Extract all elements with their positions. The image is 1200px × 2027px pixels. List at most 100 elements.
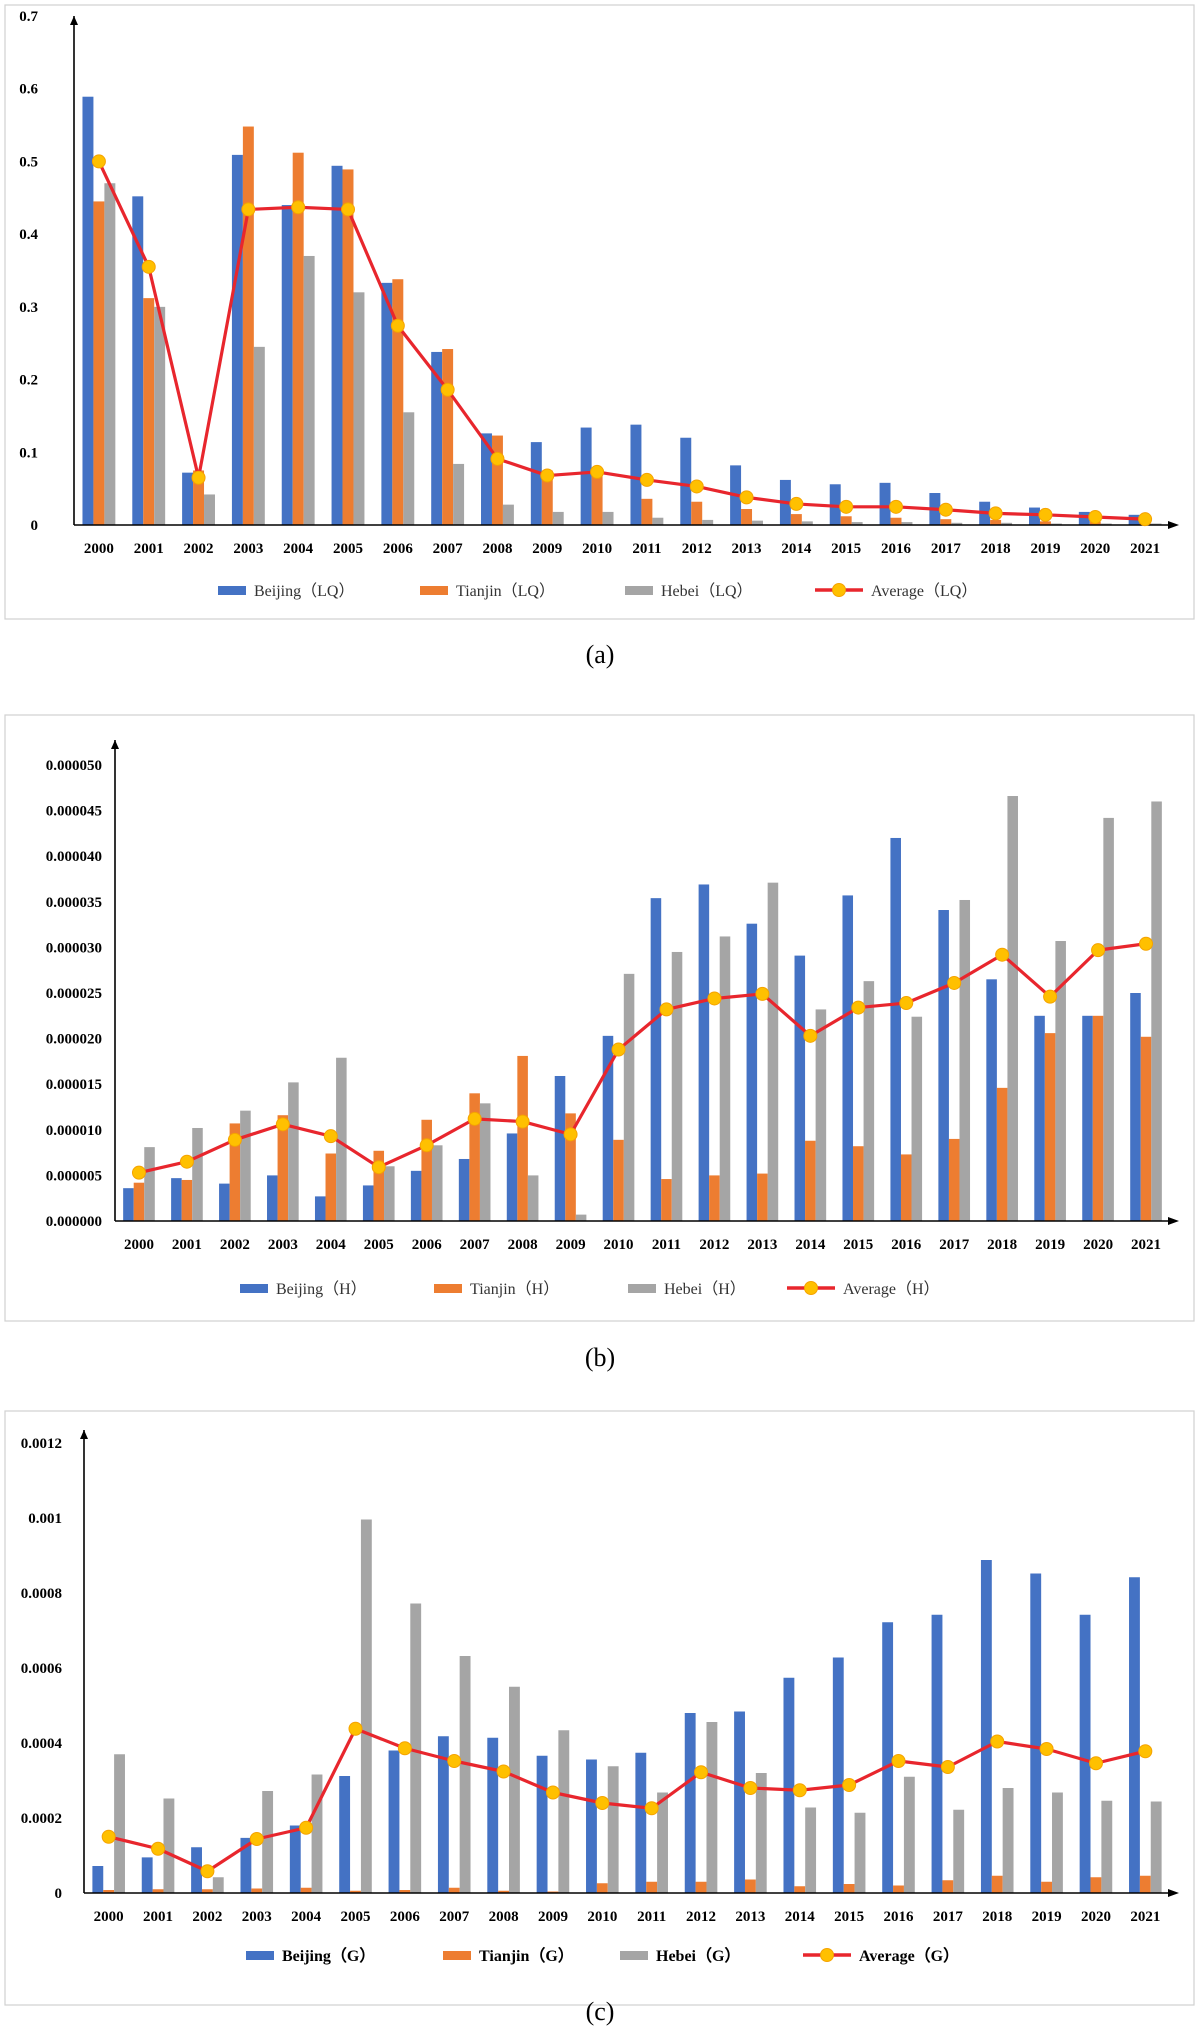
- x-tick-label: 2010: [582, 541, 612, 557]
- bar: [980, 1560, 992, 1893]
- x-axis-tick-labels: 2000 2001 2002 2003 2004 2005 2006 2007 2008 2009…: [94, 1909, 1161, 1925]
- y-tick-label: 0.7: [19, 9, 38, 25]
- y-tick-label: 0.4: [19, 227, 38, 243]
- bar: [1140, 1036, 1152, 1221]
- x-tick-label: 2007: [460, 1237, 491, 1253]
- y-tick-label: 0.0012: [21, 1436, 62, 1452]
- bar: [680, 437, 692, 525]
- bar: [893, 1885, 904, 1893]
- bar: [1030, 1573, 1042, 1893]
- bar: [1052, 1792, 1063, 1893]
- figure-caption: (a): [586, 640, 615, 669]
- x-tick-label: 2013: [735, 1909, 765, 1925]
- bar: [300, 1887, 312, 1893]
- x-axis-tick-labels: 2000 2001 2002 2003 2004 2005 2006 2007 2008 2009…: [124, 1237, 1161, 1253]
- bar: [1130, 993, 1141, 1221]
- x-tick-label: 2020: [1083, 1237, 1113, 1253]
- bar: [755, 1773, 767, 1893]
- x-tick-label: 2019: [1032, 1909, 1062, 1925]
- bar: [709, 1175, 720, 1221]
- bar: [181, 1179, 193, 1221]
- bar: [661, 1179, 672, 1221]
- y-tick-label: 0: [55, 1886, 63, 1902]
- bar: [144, 1147, 155, 1221]
- bar: [953, 1809, 965, 1893]
- bar: [790, 514, 802, 525]
- bar: [698, 884, 710, 1221]
- bar: [602, 1035, 614, 1221]
- bar: [342, 169, 354, 525]
- series-average-line: [131, 936, 1154, 1180]
- x-tick-label: 2020: [1080, 541, 1110, 557]
- x-tick-label: 2004: [283, 541, 314, 557]
- bar: [805, 1140, 816, 1221]
- x-tick-label: 2019: [1030, 541, 1060, 557]
- bar: [384, 1166, 395, 1221]
- average-point: [755, 986, 770, 1001]
- x-tick-label: 2000: [124, 1237, 154, 1253]
- average-point: [101, 1829, 116, 1844]
- legend-swatch: [240, 1284, 268, 1293]
- x-tick-label: 2021: [1131, 1237, 1161, 1253]
- legend-item: Beijing（G）: [246, 1947, 375, 1965]
- bar: [381, 282, 393, 525]
- legend-swatch: [246, 1951, 274, 1960]
- bar: [331, 165, 343, 526]
- bar: [242, 126, 254, 525]
- x-tick-label: 2006: [412, 1237, 443, 1253]
- x-tick-label: 2001: [143, 1909, 173, 1925]
- average-point: [1043, 989, 1058, 1004]
- y-tick-label: 0.000025: [46, 986, 102, 1002]
- bar: [437, 1736, 449, 1893]
- bar: [204, 494, 215, 525]
- bar: [103, 1890, 115, 1893]
- legend-marker: [820, 1948, 834, 1962]
- bar: [262, 1791, 274, 1893]
- average-point: [299, 1820, 314, 1835]
- y-tick-label: 0.001: [28, 1511, 62, 1527]
- bar: [1055, 941, 1066, 1221]
- bar: [498, 1890, 510, 1893]
- average-point: [275, 1117, 290, 1132]
- bar: [152, 1889, 164, 1893]
- bar: [591, 472, 603, 525]
- bar: [602, 511, 614, 525]
- bar: [684, 1713, 696, 1893]
- legend-swatch: [218, 586, 246, 595]
- bar: [104, 183, 116, 526]
- x-tick-label: 2000: [84, 541, 114, 557]
- average-point: [249, 1832, 264, 1846]
- bar: [93, 201, 105, 526]
- average-point: [694, 1765, 709, 1780]
- average-point: [440, 382, 455, 397]
- x-tick-label: 2011: [632, 541, 661, 557]
- y-tick-label: 0.0004: [21, 1736, 63, 1752]
- y-tick-label: 0.000010: [46, 1123, 102, 1139]
- average-point: [743, 1781, 758, 1795]
- y-tick-label: 0.2: [19, 373, 38, 389]
- average-point: [467, 1111, 482, 1126]
- x-tick-label: 2016: [891, 1237, 922, 1253]
- average-point: [179, 1154, 194, 1169]
- legend-marker: [832, 583, 846, 597]
- legend-label: Average（LQ）: [871, 582, 977, 600]
- legend-item: Hebei（H）: [628, 1280, 746, 1298]
- bar: [1139, 1875, 1151, 1893]
- x-tick-label: 2014: [781, 541, 812, 557]
- bar: [193, 470, 205, 525]
- y-tick-label: 0.1: [19, 445, 38, 461]
- bar: [92, 1866, 104, 1893]
- average-point: [490, 451, 505, 466]
- bar: [339, 1776, 351, 1893]
- bar: [448, 1887, 460, 1893]
- y-tick-label: 0.000005: [46, 1168, 102, 1184]
- average-point: [348, 1721, 363, 1736]
- average-line: [97, 160, 1146, 521]
- x-tick-label: 2017: [931, 541, 962, 557]
- x-tick-label: 2003: [242, 1909, 272, 1925]
- bar: [360, 1519, 372, 1893]
- legend-label: Average（H）: [843, 1280, 940, 1298]
- bar: [133, 1182, 145, 1221]
- bar: [421, 1119, 432, 1221]
- bar: [487, 1737, 499, 1893]
